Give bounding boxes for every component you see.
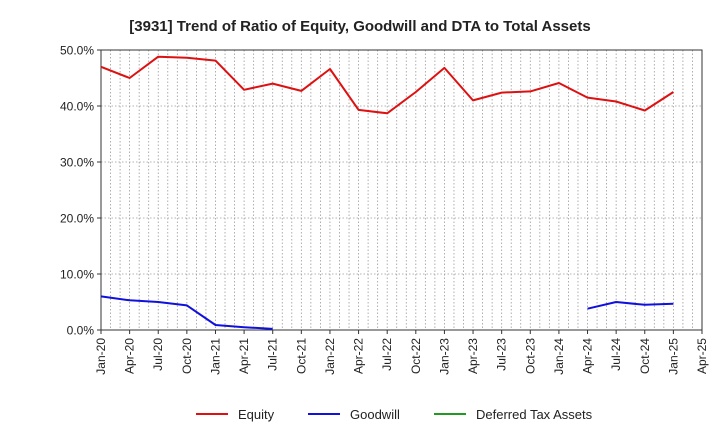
legend-label: Goodwill <box>350 407 400 422</box>
x-tick-label: Jan-21 <box>208 338 222 375</box>
x-tick-label: Jul-20 <box>151 338 165 371</box>
x-tick-label: Jul-22 <box>380 338 394 371</box>
x-tick-label: Oct-24 <box>638 338 652 374</box>
y-tick-label: 0.0% <box>67 324 95 338</box>
x-tick-label: Jan-22 <box>323 338 337 375</box>
x-tick-label: Apr-21 <box>237 338 251 374</box>
x-tick-label: Oct-21 <box>294 338 308 374</box>
legend: Equity Goodwill Deferred Tax Assets <box>196 407 593 422</box>
y-tick-label: 30.0% <box>60 156 94 170</box>
x-tick-label: Apr-23 <box>466 338 480 374</box>
y-tick-label: 50.0% <box>60 44 94 58</box>
x-tick-label: Apr-25 <box>695 338 709 374</box>
x-tick-label: Jan-24 <box>552 338 566 375</box>
axis-layer: 0.0% 10.0% 20.0% 30.0% 40.0% 50.0% Jan-20 Apr-2… <box>60 44 709 375</box>
x-tick-label: Jan-20 <box>94 338 108 375</box>
x-tick-label: Oct-23 <box>523 338 537 374</box>
series-layer <box>100 55 674 330</box>
grid-layer <box>101 49 702 330</box>
legend-label: Deferred Tax Assets <box>476 407 593 422</box>
legend-label: Equity <box>238 407 275 422</box>
plot-frame <box>100 49 703 331</box>
series-line-goodwill <box>100 295 674 330</box>
x-tick-label: Oct-22 <box>409 338 423 374</box>
x-tick-label: Apr-22 <box>352 338 366 374</box>
x-tick-label: Oct-20 <box>180 338 194 374</box>
y-tick-label: 40.0% <box>60 100 94 114</box>
plot-area <box>101 50 702 330</box>
y-tick-label: 10.0% <box>60 268 94 282</box>
x-tick-label: Jan-25 <box>666 338 680 375</box>
series-line-equity <box>100 55 674 115</box>
x-tick-label: Jul-23 <box>495 338 509 371</box>
x-tick-label: Jul-21 <box>266 338 280 371</box>
chart-title: [3931] Trend of Ratio of Equity, Goodwil… <box>129 18 590 35</box>
x-tick-label: Apr-24 <box>581 338 595 374</box>
x-tick-label: Jul-24 <box>609 338 623 371</box>
x-tick-label: Jan-23 <box>437 338 451 375</box>
y-tick-label: 20.0% <box>60 212 94 226</box>
x-tick-label: Apr-20 <box>123 338 137 374</box>
